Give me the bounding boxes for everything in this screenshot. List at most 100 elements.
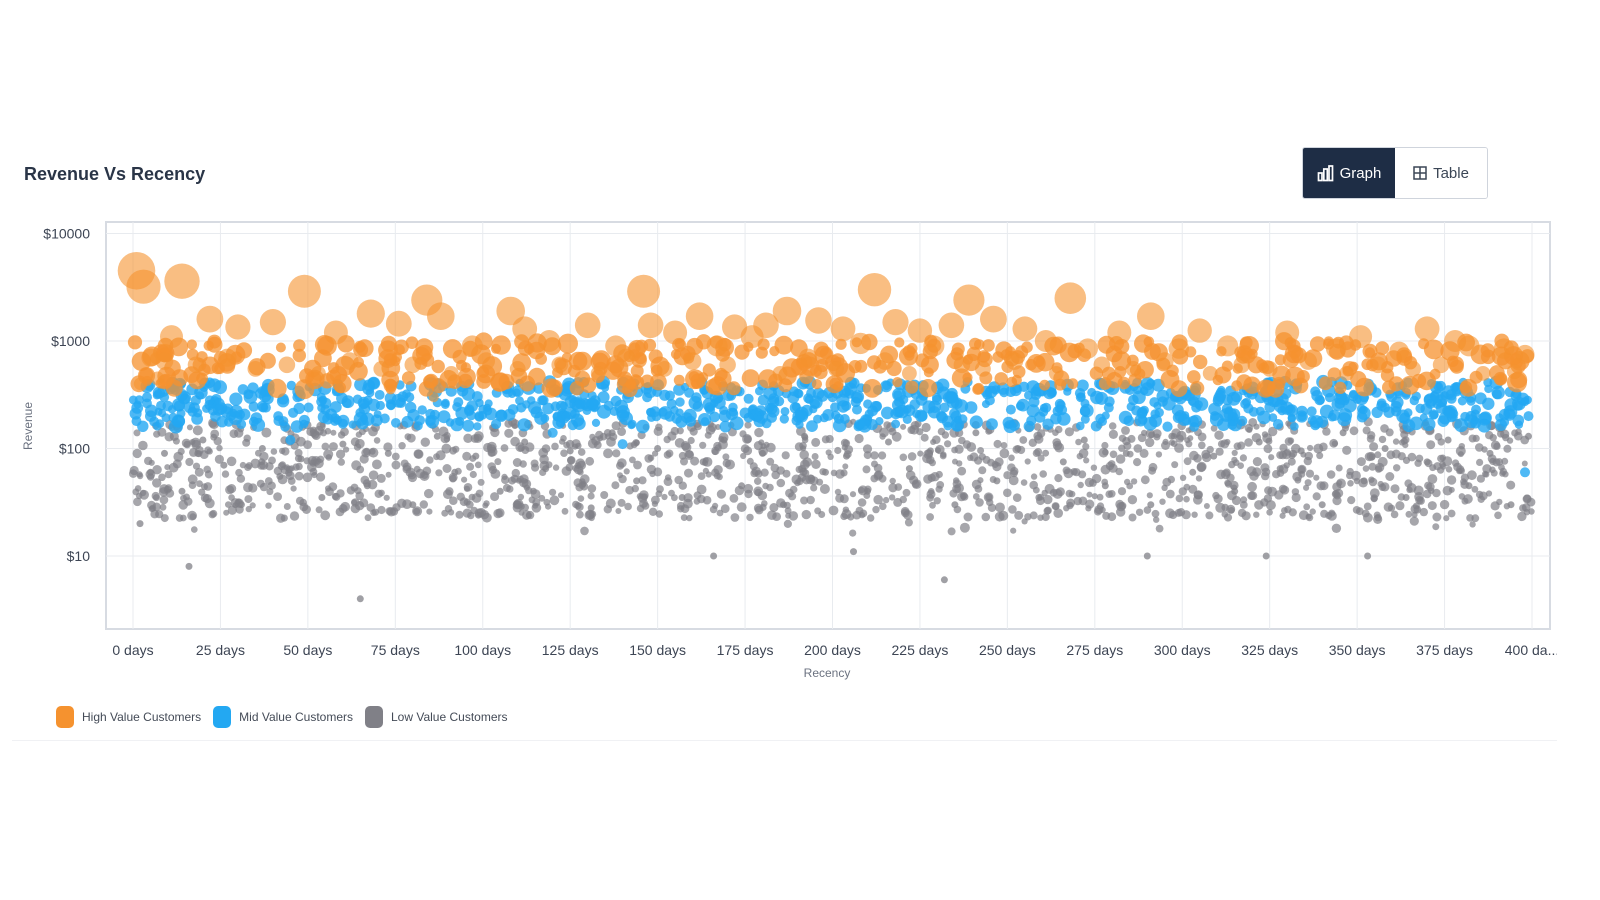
mid-value-point bbox=[417, 405, 427, 415]
low-value-point bbox=[420, 437, 430, 447]
low-value-point bbox=[1471, 485, 1479, 493]
mid-value-point bbox=[753, 412, 763, 422]
legend-item-low[interactable]: Low Value Customers bbox=[365, 706, 508, 728]
low-value-point bbox=[1405, 510, 1413, 518]
high-value-point bbox=[685, 369, 705, 390]
mid-value-point bbox=[354, 378, 368, 392]
low-value-point bbox=[776, 478, 786, 488]
mid-value-point bbox=[881, 406, 894, 420]
low-value-point bbox=[226, 456, 237, 467]
mid-value-point bbox=[969, 415, 983, 429]
low-value-point bbox=[1080, 436, 1088, 444]
mid-value-point bbox=[684, 387, 695, 398]
low-value-point bbox=[916, 428, 924, 436]
low-value-point bbox=[549, 488, 557, 496]
high-value-point bbox=[267, 378, 287, 398]
mid-value-point bbox=[839, 414, 850, 424]
high-value-point bbox=[825, 375, 844, 394]
x-tick-label: 75 days bbox=[371, 642, 420, 658]
low-value-point bbox=[1108, 429, 1118, 439]
mid-value-point bbox=[1454, 418, 1468, 433]
low-value-point bbox=[530, 489, 541, 499]
low-value-point bbox=[1374, 465, 1383, 473]
low-value-point bbox=[1070, 468, 1078, 476]
high-value-point bbox=[953, 356, 971, 374]
low-value-point bbox=[1482, 464, 1492, 474]
low-value-point bbox=[490, 469, 501, 479]
mid-value-point bbox=[1136, 407, 1148, 419]
low-value-point bbox=[289, 511, 300, 521]
low-value-point bbox=[974, 456, 983, 465]
low-value-point bbox=[1319, 442, 1328, 452]
mid-value-point bbox=[827, 392, 838, 403]
low-value-point bbox=[840, 469, 848, 477]
low-value-point bbox=[136, 520, 144, 528]
low-value-point bbox=[651, 500, 659, 507]
mid-value-point bbox=[473, 422, 482, 431]
high-value-point bbox=[1021, 341, 1033, 353]
low-value-point bbox=[129, 465, 139, 476]
low-value-point bbox=[463, 433, 473, 443]
low-value-point bbox=[398, 442, 406, 450]
low-value-point bbox=[1155, 451, 1163, 458]
mid-value-point bbox=[1396, 409, 1410, 423]
high-value-point bbox=[1369, 356, 1387, 374]
legend-item-mid[interactable]: Mid Value Customers bbox=[213, 706, 353, 728]
low-value-point bbox=[1339, 429, 1347, 437]
low-value-point bbox=[882, 496, 890, 504]
mid-value-point bbox=[1212, 395, 1224, 407]
high-value-point bbox=[196, 372, 209, 385]
low-value-point bbox=[1404, 479, 1413, 488]
high-value-point bbox=[1187, 318, 1212, 343]
low-value-point bbox=[155, 510, 164, 519]
graph-view-button[interactable]: Graph bbox=[1303, 148, 1395, 198]
low-value-point bbox=[801, 432, 808, 440]
low-value-point bbox=[872, 505, 880, 514]
low-value-point bbox=[1380, 424, 1389, 433]
low-value-point bbox=[1476, 458, 1484, 466]
low-value-point bbox=[332, 492, 341, 501]
table-view-button[interactable]: Table bbox=[1395, 148, 1487, 198]
low-value-point bbox=[158, 473, 166, 482]
high-value-point bbox=[1515, 344, 1535, 364]
low-value-point bbox=[159, 495, 169, 505]
low-value-point bbox=[1368, 453, 1376, 461]
low-value-point bbox=[1291, 488, 1300, 496]
mid-value-point bbox=[1191, 402, 1202, 413]
high-value-point bbox=[828, 361, 844, 377]
low-value-point bbox=[153, 430, 161, 438]
low-value-point bbox=[1165, 508, 1175, 519]
low-value-point bbox=[577, 448, 586, 456]
high-value-point bbox=[186, 339, 197, 350]
low-value-point bbox=[957, 466, 967, 476]
mid-value-point bbox=[320, 404, 331, 415]
low-value-point bbox=[575, 483, 584, 492]
low-value-point bbox=[1432, 523, 1440, 531]
low-value-point bbox=[937, 427, 946, 436]
low-value-point bbox=[1448, 486, 1455, 493]
low-value-point bbox=[261, 427, 272, 438]
legend-label-low: Low Value Customers bbox=[391, 710, 508, 724]
mid-value-point bbox=[212, 397, 225, 411]
mid-value-point bbox=[1272, 419, 1284, 430]
high-value-point bbox=[456, 359, 467, 371]
low-value-point bbox=[744, 421, 752, 429]
high-value-point bbox=[630, 364, 644, 378]
mid-value-point bbox=[552, 416, 566, 429]
low-value-point bbox=[1395, 501, 1405, 511]
low-value-point bbox=[391, 460, 401, 470]
low-value-point bbox=[538, 494, 546, 502]
low-value-point bbox=[336, 449, 346, 459]
mid-value-point bbox=[1018, 381, 1030, 392]
low-value-point bbox=[426, 508, 433, 515]
mid-value-point bbox=[603, 400, 614, 411]
mid-value-point bbox=[1466, 396, 1476, 406]
legend-item-high[interactable]: High Value Customers bbox=[56, 706, 201, 728]
low-value-point bbox=[479, 510, 490, 520]
low-value-point bbox=[1010, 467, 1019, 476]
low-value-point bbox=[904, 518, 913, 527]
low-value-point bbox=[901, 508, 910, 518]
low-value-point bbox=[854, 433, 864, 444]
high-value-point bbox=[590, 366, 606, 381]
low-value-point bbox=[1387, 504, 1396, 512]
